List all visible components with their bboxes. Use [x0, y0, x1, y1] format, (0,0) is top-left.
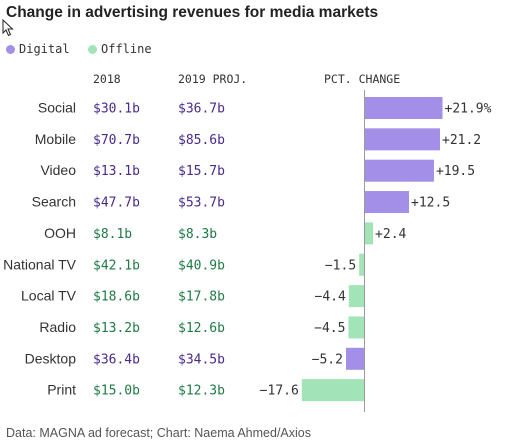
value-2018-video: $13.1b — [93, 164, 140, 179]
pct-label-social: +21.9% — [445, 102, 492, 117]
pct-label-search: +12.5 — [411, 196, 450, 211]
bar-social — [364, 97, 443, 119]
value-2018-national-tv: $42.1b — [93, 258, 140, 273]
legend-dot-digital — [6, 45, 15, 54]
value-2019-mobile: $85.6b — [178, 133, 225, 148]
category-label-social: Social — [38, 100, 76, 116]
value-2019-local-tv: $17.8b — [178, 290, 225, 305]
value-2019-national-tv: $40.9b — [178, 258, 225, 273]
value-2018-ooh: $8.1b — [93, 227, 132, 242]
value-2018-local-tv: $18.6b — [93, 290, 140, 305]
pct-label-video: +19.5 — [436, 164, 475, 179]
value-2018-radio: $13.2b — [93, 321, 140, 336]
bar-print — [301, 379, 365, 402]
legend-label-digital: Digital — [19, 42, 70, 56]
category-label-desktop: Desktop — [25, 350, 77, 366]
bar-video — [364, 159, 434, 182]
value-2019-ooh: $8.3b — [178, 227, 217, 242]
bar-ooh — [364, 222, 374, 245]
bar-local-tv — [348, 285, 365, 308]
value-2019-radio: $12.6b — [178, 321, 225, 336]
bar-desktop — [345, 347, 365, 370]
value-2018-print: $15.0b — [93, 384, 140, 399]
category-label-local-tv: Local TV — [21, 288, 77, 304]
bar-mobile — [364, 128, 441, 151]
column-header-2019-proj: 2019 PROJ. — [178, 72, 248, 86]
bar-search — [364, 191, 410, 214]
category-label-video: Video — [40, 162, 76, 178]
category-label-mobile: Mobile — [35, 131, 76, 147]
value-2019-social: $36.7b — [178, 102, 225, 117]
bar-radio — [348, 316, 365, 339]
chart-title: Change in advertising revenues for media… — [6, 4, 379, 21]
pct-label-local-tv: −4.4 — [315, 290, 346, 305]
category-label-search: Search — [32, 194, 76, 210]
pct-label-ooh: +2.4 — [375, 227, 406, 242]
value-2018-desktop: $36.4b — [93, 352, 140, 367]
pct-label-radio: −4.5 — [314, 321, 345, 336]
column-header-pct-change: PCT. CHANGE — [324, 72, 401, 86]
pct-label-print: −17.6 — [260, 384, 299, 399]
value-2018-social: $30.1b — [93, 102, 140, 117]
legend-item-digital: Digital — [6, 42, 70, 56]
value-2019-video: $15.7b — [178, 164, 225, 179]
bar-national-tv — [359, 253, 365, 276]
value-2019-desktop: $34.5b — [178, 352, 225, 367]
legend-dot-offline — [88, 45, 97, 54]
category-label-radio: Radio — [39, 319, 76, 335]
category-label-ooh: OOH — [44, 225, 76, 241]
legend-label-offline: Offline — [101, 42, 152, 56]
legend-item-offline: Offline — [88, 42, 152, 56]
value-2019-print: $12.3b — [178, 384, 225, 399]
pct-label-mobile: +21.2 — [442, 133, 481, 148]
mouse-cursor-icon — [2, 19, 14, 37]
value-2018-search: $47.7b — [93, 196, 140, 211]
category-label-national-tv: National TV — [3, 256, 77, 272]
column-header-2018: 2018 — [93, 72, 121, 86]
value-2018-mobile: $70.7b — [93, 133, 140, 148]
pct-label-national-tv: −1.5 — [325, 258, 356, 273]
pct-label-desktop: −5.2 — [312, 352, 343, 367]
source-footer: Data: MAGNA ad forecast; Chart: Naema Ah… — [6, 426, 311, 440]
value-2019-search: $53.7b — [178, 196, 225, 211]
category-label-print: Print — [47, 382, 76, 398]
